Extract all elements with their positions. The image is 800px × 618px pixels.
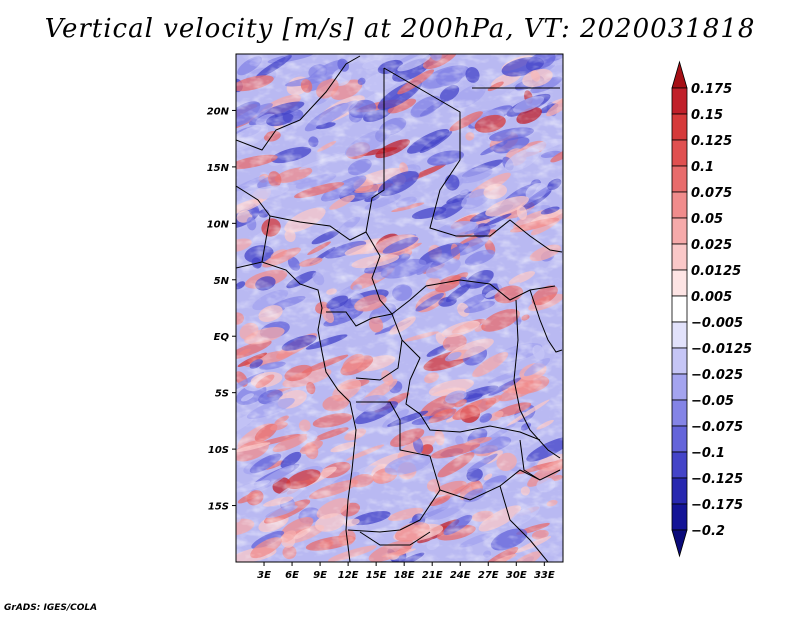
colorbar-label: −0.125 — [691, 472, 743, 487]
colorbar-box — [671, 347, 688, 375]
colorbar-box — [671, 139, 688, 167]
colorbar: 0.175 0.15 0.125 0.1 0.075 0.05 0.025 0.0125 0.0… — [671, 60, 752, 558]
velocity-field — [236, 54, 563, 562]
colorbar-label: −0.075 — [691, 420, 743, 435]
colorbar-box — [671, 321, 688, 349]
colorbar-box — [671, 451, 688, 479]
lon-tick-label: 12E — [338, 570, 359, 581]
colorbar-label: 0.15 — [691, 108, 723, 123]
colorbar-box — [671, 295, 688, 323]
lon-tick-label: 33E — [534, 570, 555, 581]
colorbar-box — [671, 503, 688, 531]
colorbar-label: 0.005 — [691, 290, 732, 305]
colorbar-label: 0.075 — [691, 186, 732, 201]
colorbar-box — [671, 165, 688, 193]
latitude-axis: 20N 15N 10N 5N EQ 5S 10S 15S — [207, 106, 236, 513]
credit-label: GrADS: IGES/COLA — [4, 603, 98, 613]
colorbar-label: −0.025 — [691, 368, 743, 383]
colorbar-label: 0.125 — [691, 134, 732, 149]
colorbar-box — [671, 87, 688, 115]
lon-tick-label: 15E — [366, 570, 387, 581]
colorbar-label: −0.05 — [691, 394, 734, 409]
colorbar-cap-bottom — [671, 529, 688, 558]
longitude-axis: 3E 6E 9E 12E 15E 18E 21E 24E 27E 30E 33E — [257, 562, 555, 581]
lon-tick-label: 30E — [506, 570, 527, 581]
colorbar-box — [671, 217, 688, 245]
lon-tick-label: 6E — [285, 570, 299, 581]
colorbar-box — [671, 113, 688, 141]
colorbar-label: 0.0125 — [691, 264, 741, 279]
lon-tick-label: 24E — [450, 570, 471, 581]
colorbar-box — [671, 477, 688, 505]
colorbar-box — [671, 269, 688, 297]
colorbar-cap-top — [671, 60, 688, 89]
map-title: Vertical velocity [m/s] at 200hPa, VT: 2… — [44, 14, 756, 44]
colorbar-label: −0.0125 — [691, 342, 752, 357]
colorbar-label: −0.175 — [691, 498, 743, 513]
colorbar-box — [671, 425, 688, 453]
lon-tick-label: 3E — [257, 570, 271, 581]
lat-tick-label: EQ — [214, 332, 230, 343]
lat-tick-label: 10S — [208, 445, 229, 456]
country-borders — [236, 55, 563, 562]
lat-tick-label: 15S — [208, 502, 229, 513]
lon-tick-label: 27E — [478, 570, 499, 581]
colorbar-label: −0.1 — [691, 446, 725, 461]
lon-tick-label: 21E — [422, 570, 443, 581]
lat-tick-label: 15N — [207, 163, 230, 174]
colorbar-box — [671, 191, 688, 219]
colorbar-label: −0.005 — [691, 316, 743, 331]
colorbar-box — [671, 399, 688, 427]
lon-tick-label: 9E — [313, 570, 327, 581]
lon-tick-label: 18E — [394, 570, 415, 581]
lat-tick-label: 5N — [214, 276, 230, 287]
lat-tick-label: 20N — [207, 106, 230, 117]
colorbar-label: 0.1 — [691, 160, 714, 175]
map-frame — [235, 53, 564, 563]
colorbar-label: 0.05 — [691, 212, 723, 227]
colorbar-box — [671, 243, 688, 271]
colorbar-label: −0.2 — [691, 524, 725, 539]
colorbar-label: 0.025 — [691, 238, 732, 253]
colorbar-label: 0.175 — [691, 82, 732, 97]
colorbar-box — [671, 373, 688, 401]
lat-tick-label: 10N — [207, 219, 230, 230]
lat-tick-label: 5S — [215, 389, 229, 400]
